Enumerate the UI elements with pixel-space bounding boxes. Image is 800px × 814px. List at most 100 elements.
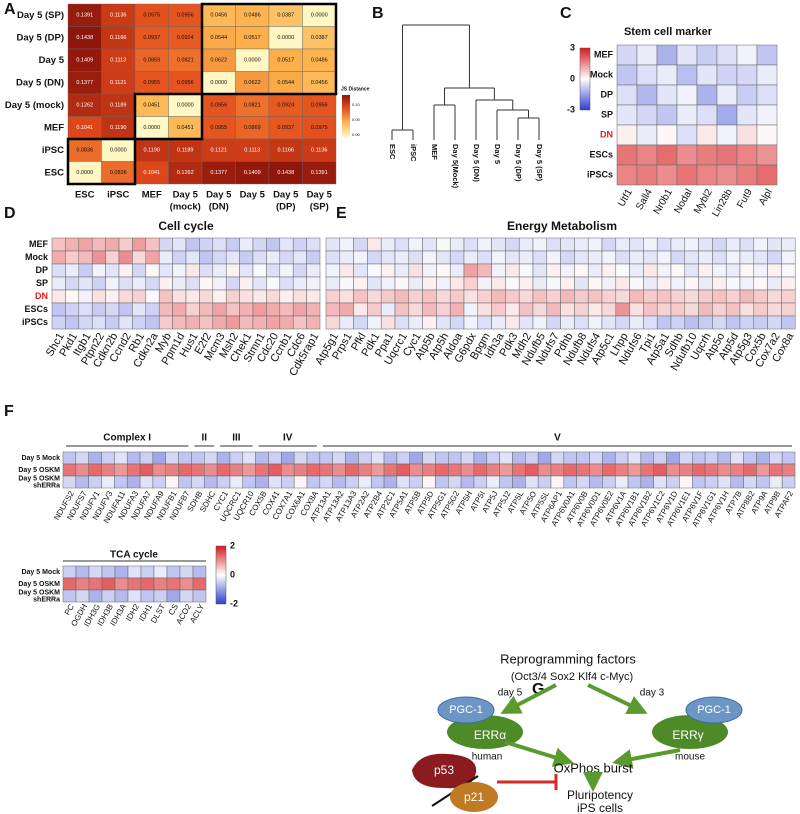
heatmap-cell <box>684 237 699 252</box>
heatmap-cell <box>560 289 575 304</box>
heatmap-cell <box>436 237 451 252</box>
heatmap-cell <box>229 475 244 489</box>
heatmap-cell <box>293 463 308 477</box>
heatmap-cell <box>449 315 465 330</box>
heatmap-cell <box>422 289 437 304</box>
cell-value: 0.1041 <box>76 125 93 131</box>
heatmap-cell <box>339 263 354 278</box>
heatmap-cell <box>499 475 513 489</box>
heatmap-cell <box>460 451 475 465</box>
heatmap-cell <box>114 475 128 489</box>
heatmap-cell <box>436 263 451 278</box>
heatmap-cell <box>656 44 678 66</box>
heatmap-cell <box>178 463 192 477</box>
heatmap-cell <box>132 276 147 291</box>
cell-value: 0.0836 <box>110 170 127 176</box>
heatmap-cell <box>325 315 341 330</box>
heatmap-cell <box>114 589 129 603</box>
cell-value: 0.1190 <box>144 148 160 154</box>
cell-value: 0.1166 <box>110 35 126 41</box>
complex-label: III <box>232 433 241 444</box>
heatmap-cell <box>676 144 698 166</box>
heatmap-cell <box>380 315 396 330</box>
heatmap-cell <box>614 451 629 465</box>
heatmap-cell <box>629 289 644 304</box>
heatmap-cell <box>306 315 321 330</box>
heatmap-cell <box>319 463 333 477</box>
heatmap-cell <box>696 104 718 126</box>
heatmap-cell <box>670 250 686 265</box>
heatmap-cell <box>302 161 337 185</box>
heatmap-cell <box>499 451 513 465</box>
heatmap-cell <box>629 276 644 291</box>
colorbar-label: 3 <box>570 42 575 52</box>
heatmap-cell <box>684 263 699 278</box>
heatmap-cell <box>380 263 396 278</box>
heatmap-cell <box>394 263 410 278</box>
protein-label: ERRγ <box>672 728 703 742</box>
cell-value: 0.0955 <box>143 80 160 86</box>
heatmap-cell <box>153 565 168 579</box>
heatmap-cell <box>409 475 423 489</box>
heatmap-cell <box>640 451 654 465</box>
heatmap-cell <box>88 475 102 489</box>
cell-value: 0.0000 <box>76 170 93 176</box>
heatmap-cell <box>75 589 90 603</box>
heatmap-cell <box>358 475 372 489</box>
heatmap-cell <box>62 565 77 579</box>
heatmap-cell <box>353 289 368 304</box>
heatmap-cell <box>725 302 741 317</box>
heatmap-cell <box>152 463 166 477</box>
heatmap-cell <box>473 463 488 477</box>
heatmap-cell <box>739 276 755 291</box>
pathway-diagram: Reprogramming factors (Oct3/4 Sox2 Klf4 … <box>412 651 743 814</box>
heatmap-cell <box>394 276 410 291</box>
heatmap-cell <box>325 276 341 291</box>
leaf-label: Day 5 (DP) <box>514 144 523 182</box>
heatmap-cell <box>242 463 256 477</box>
heatmap-cell <box>643 302 658 317</box>
heatmap-cell <box>574 315 589 330</box>
column-label: (DP) <box>276 202 296 213</box>
heatmap-cell <box>449 250 465 265</box>
heatmap-cell <box>281 463 295 477</box>
heatmap-cell <box>712 289 727 304</box>
heatmap-cell <box>179 565 194 579</box>
heatmap-cell <box>781 289 796 304</box>
column-label: ESC <box>75 190 95 201</box>
heatmap-cell <box>367 263 382 278</box>
heatmap-cell <box>640 475 654 489</box>
heatmap-cell <box>172 276 187 291</box>
row-label: ESCs <box>24 304 48 314</box>
heatmap-cell <box>629 315 644 330</box>
heatmap-cell <box>614 475 629 489</box>
heatmap-cell <box>640 463 654 477</box>
heatmap-cell <box>185 237 200 252</box>
heatmap-cell <box>65 250 80 265</box>
row-label: Mock <box>25 252 49 262</box>
cell-value: 0.0836 <box>76 148 93 154</box>
heatmap-cell <box>656 315 672 330</box>
heatmap-cell <box>505 250 520 265</box>
row-label: Day 5 Mock <box>21 569 60 576</box>
heatmap-cell <box>204 451 218 465</box>
heatmap-cell <box>736 44 758 66</box>
heatmap-cell <box>114 451 128 465</box>
row-label: DP <box>35 265 48 275</box>
heatmap-cell <box>670 263 686 278</box>
column-label: Sall4 <box>634 187 655 212</box>
row-label: DP <box>600 89 613 99</box>
heatmap-cell <box>463 250 479 265</box>
heatmap-cell <box>505 302 520 317</box>
cell-value: 0.1166 <box>278 148 294 154</box>
heatmap-cell <box>199 315 214 330</box>
heatmap-cell <box>204 475 218 489</box>
heatmap-cell <box>345 451 359 465</box>
heatmap-cell <box>91 237 106 252</box>
heatmap-cell <box>739 237 755 252</box>
arrow <box>500 683 557 714</box>
heatmap-cell <box>370 463 385 477</box>
heatmap-cell <box>281 451 295 465</box>
row-label: MEF <box>29 239 49 249</box>
heatmap-cell <box>380 276 396 291</box>
